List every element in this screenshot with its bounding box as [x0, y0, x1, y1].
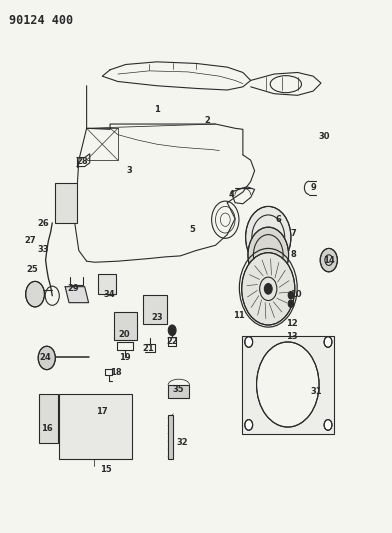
- Text: 15: 15: [100, 465, 112, 474]
- Text: 25: 25: [27, 265, 38, 273]
- Text: 14: 14: [323, 256, 335, 264]
- Text: 12: 12: [286, 319, 298, 328]
- Text: 4: 4: [228, 190, 234, 199]
- Circle shape: [288, 292, 294, 299]
- Bar: [98, 274, 116, 294]
- Circle shape: [245, 337, 252, 348]
- Text: 11: 11: [233, 311, 245, 320]
- Text: 7: 7: [291, 229, 296, 238]
- Bar: [54, 183, 77, 223]
- Bar: [143, 295, 167, 324]
- Text: 34: 34: [103, 289, 115, 298]
- Text: 33: 33: [37, 245, 49, 254]
- Text: 16: 16: [41, 424, 53, 433]
- Circle shape: [246, 206, 291, 268]
- Bar: [58, 394, 132, 459]
- Circle shape: [245, 419, 252, 430]
- Bar: [168, 385, 189, 398]
- Text: 26: 26: [37, 220, 49, 229]
- Bar: [168, 415, 173, 459]
- Polygon shape: [65, 287, 89, 303]
- Circle shape: [242, 253, 295, 325]
- Text: 9: 9: [310, 183, 316, 192]
- Circle shape: [288, 300, 294, 308]
- Text: 90124 400: 90124 400: [9, 14, 73, 27]
- Bar: [39, 394, 58, 443]
- Text: 28: 28: [76, 157, 88, 166]
- Text: 29: 29: [67, 284, 79, 293]
- Text: 20: 20: [118, 330, 129, 339]
- Circle shape: [256, 342, 319, 427]
- Circle shape: [168, 325, 176, 336]
- Circle shape: [38, 346, 55, 369]
- Text: 3: 3: [127, 166, 132, 175]
- Text: 8: 8: [291, 251, 296, 260]
- Circle shape: [324, 419, 332, 430]
- Text: 30: 30: [318, 132, 330, 141]
- Text: 32: 32: [176, 439, 188, 448]
- Text: 22: 22: [167, 337, 178, 346]
- Text: 35: 35: [172, 385, 184, 394]
- Bar: [242, 336, 334, 434]
- Text: 17: 17: [96, 407, 108, 416]
- Text: 27: 27: [24, 237, 36, 246]
- Text: 18: 18: [110, 368, 122, 377]
- Circle shape: [248, 227, 289, 282]
- Text: 19: 19: [119, 353, 131, 362]
- Circle shape: [320, 248, 338, 272]
- Text: 5: 5: [189, 225, 195, 234]
- Text: 24: 24: [40, 353, 51, 362]
- Text: 10: 10: [290, 289, 301, 298]
- Circle shape: [324, 337, 332, 348]
- Text: 21: 21: [142, 344, 154, 353]
- Text: 1: 1: [154, 105, 160, 114]
- Bar: [114, 312, 137, 340]
- Text: 13: 13: [286, 332, 298, 341]
- Text: 2: 2: [205, 116, 211, 125]
- Text: 6: 6: [275, 215, 281, 224]
- Text: 23: 23: [151, 312, 163, 321]
- Circle shape: [26, 281, 44, 307]
- Circle shape: [264, 284, 272, 294]
- Text: 31: 31: [310, 387, 322, 396]
